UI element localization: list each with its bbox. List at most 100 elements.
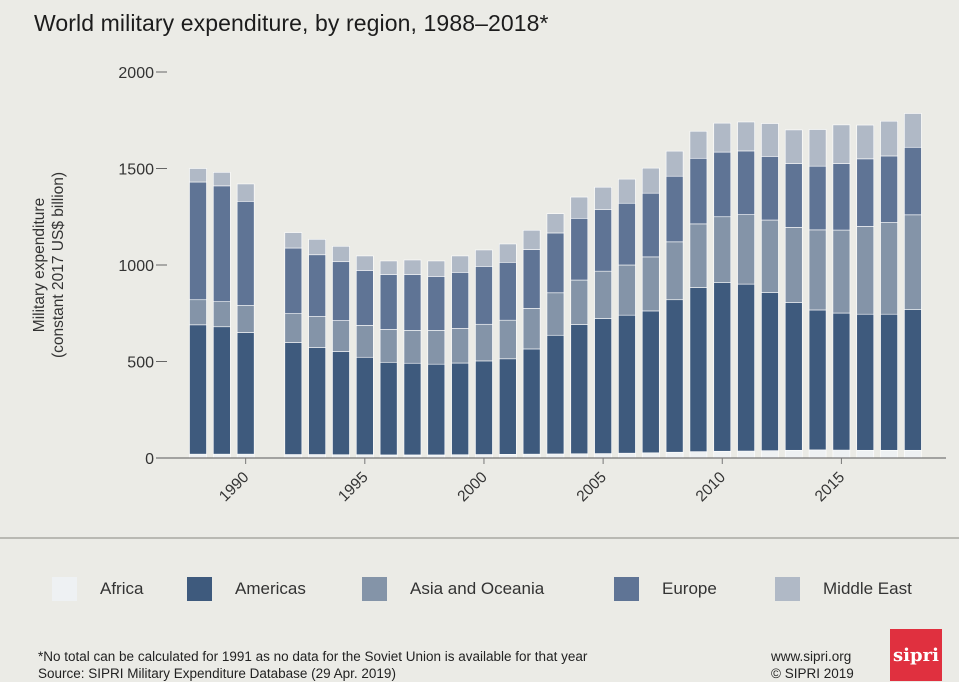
- legend-label-europe: Europe: [662, 579, 717, 598]
- bar-segment-americas-2010: [713, 282, 732, 452]
- bar-segment-asia-and-oceania-2016: [856, 226, 875, 315]
- y-tick-label: 500: [127, 355, 154, 372]
- bar-segment-americas-2000: [475, 360, 493, 455]
- bar-segment-americas-1993: [308, 347, 326, 455]
- bar-segment-asia-and-oceania-1999: [451, 328, 469, 364]
- bar-segment-americas-2003: [546, 334, 565, 455]
- bar-segment-africa-2015: [832, 449, 851, 459]
- bar-segment-middle-east-2018: [904, 113, 922, 148]
- bar-segment-asia-and-oceania-2011: [737, 214, 755, 285]
- bar-segment-asia-and-oceania-2007: [641, 256, 660, 312]
- legend-label-asia-oceania: Asia and Oceania: [410, 579, 545, 598]
- bar-segment-asia-and-oceania-1989: [213, 301, 231, 328]
- bar-segment-asia-and-oceania-2001: [498, 319, 517, 360]
- bar-segment-americas-2014: [808, 309, 827, 451]
- bar-segment-asia-and-oceania-2000: [475, 323, 493, 362]
- bar-segment-middle-east-2006: [618, 178, 636, 204]
- bar-segment-europe-2008: [665, 175, 684, 243]
- y-tick-label: 1500: [118, 162, 154, 179]
- bar-segment-asia-and-oceania-1997: [403, 330, 422, 364]
- bar-segment-middle-east-2002: [522, 229, 541, 250]
- bar-segment-africa-2016: [856, 449, 875, 459]
- bar-segment-middle-east-2012: [761, 123, 779, 157]
- bar-segment-europe-2011: [737, 150, 755, 215]
- bar-segment-europe-2015: [832, 163, 851, 231]
- x-tick-label: 2005: [574, 469, 610, 505]
- bar-segment-africa-2013: [784, 449, 803, 459]
- website-link[interactable]: www.sipri.org: [771, 649, 852, 664]
- bar-segment-africa-2017: [880, 449, 898, 459]
- legend-divider: [0, 537, 959, 539]
- bar-segment-africa-2003: [546, 453, 565, 459]
- bar-segment-europe-1999: [451, 272, 469, 329]
- bar-segment-americas-2013: [784, 302, 803, 451]
- bar-segment-americas-2006: [618, 314, 636, 454]
- bar-segment-americas-2012: [761, 292, 779, 451]
- bar-segment-europe-2005: [594, 209, 612, 272]
- bar-segment-americas-1990: [236, 332, 255, 455]
- bar-segment-americas-2015: [832, 312, 851, 451]
- x-tick-label: 1995: [335, 469, 371, 505]
- bar-segment-europe-2012: [761, 156, 779, 221]
- bar-segment-americas-2008: [665, 299, 684, 453]
- y-axis-label: Military expenditure (constant 2017 US$ b…: [31, 172, 67, 358]
- bar-segment-europe-2013: [784, 163, 803, 228]
- bar-segment-americas-2016: [856, 313, 875, 451]
- bar-segment-middle-east-1994: [332, 245, 350, 263]
- source-note: Source: SIPRI Military Expenditure Datab…: [38, 666, 396, 681]
- legend-label-middle-east: Middle East: [823, 579, 912, 598]
- y-tick-label: 1000: [118, 258, 154, 275]
- bar-segment-asia-and-oceania-1994: [332, 320, 350, 352]
- bar-segment-middle-east-1997: [403, 259, 422, 275]
- bar-segment-americas-1992: [284, 342, 303, 455]
- x-tick-label: 2000: [454, 469, 491, 506]
- bar-segment-asia-and-oceania-2002: [522, 308, 541, 350]
- bar-segment-asia-and-oceania-1993: [308, 316, 326, 348]
- bar-segment-europe-2000: [475, 266, 493, 325]
- bar-segment-europe-2010: [713, 151, 732, 218]
- bar-segment-middle-east-2015: [832, 124, 851, 164]
- bar-segment-europe-2014: [808, 165, 827, 231]
- bar-segment-middle-east-1993: [308, 239, 326, 256]
- bar-segment-americas-2009: [689, 287, 708, 452]
- bar-segment-europe-2007: [641, 192, 660, 258]
- bar-segment-asia-and-oceania-2010: [713, 216, 732, 283]
- legend-label-africa: Africa: [100, 579, 144, 598]
- bar-segment-europe-1992: [284, 247, 303, 314]
- bar-segment-europe-2002: [522, 249, 541, 309]
- bar-segment-americas-1998: [427, 363, 446, 456]
- bar-segment-europe-1996: [379, 274, 398, 330]
- bar-segment-africa-2012: [761, 450, 779, 459]
- sipri-logo: sipri: [890, 629, 942, 681]
- bar-segment-europe-1998: [427, 276, 446, 331]
- y-axis-label-line: (constant 2017 US$ billion): [50, 172, 67, 358]
- bar-segment-europe-1994: [332, 261, 350, 321]
- bar-segment-europe-2006: [618, 202, 636, 266]
- bar-segment-middle-east-2016: [856, 124, 875, 160]
- bar-segment-middle-east-2008: [665, 150, 684, 177]
- bar-segment-europe-2018: [904, 146, 922, 216]
- bar-segment-middle-east-2017: [880, 120, 898, 157]
- bar-segment-middle-east-2003: [546, 213, 565, 234]
- legend-swatch-europe: [614, 577, 639, 601]
- x-tick-label: 1990: [216, 469, 253, 506]
- bar-segment-europe-1993: [308, 254, 326, 317]
- y-tick-label: 2000: [118, 65, 154, 82]
- bar-segment-asia-and-oceania-2018: [904, 214, 922, 310]
- bar-segment-americas-2005: [594, 318, 612, 454]
- bar-segment-middle-east-2014: [808, 129, 827, 167]
- bar-segment-americas-1997: [403, 362, 422, 456]
- bar-segment-asia-and-oceania-2005: [594, 270, 612, 319]
- bar-segment-europe-2009: [689, 157, 708, 225]
- bar-segment-americas-2007: [641, 310, 660, 454]
- bar-segment-asia-and-oceania-1995: [356, 325, 374, 358]
- bar-segment-asia-and-oceania-2015: [832, 229, 851, 314]
- bar-segment-americas-2001: [498, 358, 517, 455]
- chart-area: 0 500 1000 1500 2000 Military expenditure (con…: [31, 65, 946, 506]
- bar-segment-middle-east-1988: [189, 168, 207, 183]
- footnote: *No total can be calculated for 1991 as …: [38, 649, 588, 664]
- bar-segment-europe-1995: [356, 270, 374, 326]
- bar-segment-asia-and-oceania-2017: [880, 222, 898, 315]
- bar-segment-europe-2001: [498, 261, 517, 321]
- bar-segment-middle-east-2001: [498, 243, 517, 263]
